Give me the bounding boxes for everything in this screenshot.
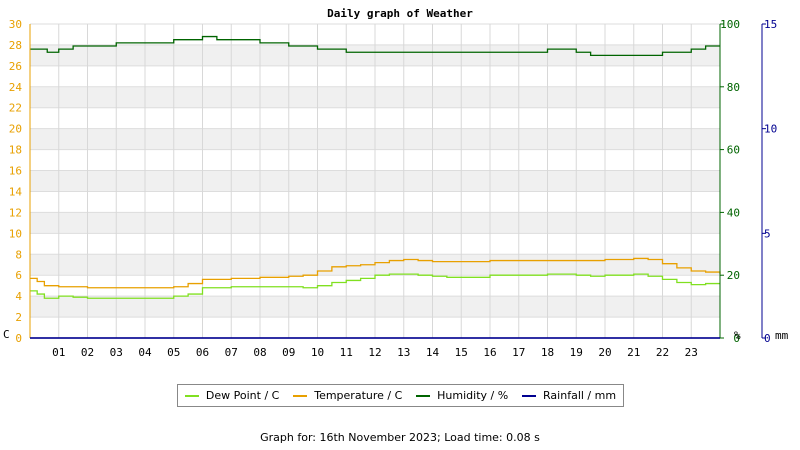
right-1-tick-label: 40 xyxy=(727,206,740,219)
x-tick-label: 12 xyxy=(368,346,381,359)
x-tick-label: 08 xyxy=(253,346,266,359)
x-tick-label: 10 xyxy=(311,346,324,359)
footer-text: Graph for: 16th November 2023; Load time… xyxy=(260,431,540,444)
axes xyxy=(29,24,763,339)
legend: Dew Point / C Temperature / C Humidity /… xyxy=(177,384,624,407)
right-1-tick-label: 80 xyxy=(727,81,740,94)
right-1-tick-label: 0 xyxy=(733,332,740,345)
legend-swatch-humidity xyxy=(416,394,431,397)
right-axis-1-label: % xyxy=(734,329,741,342)
right-1-tick-label: 20 xyxy=(727,269,740,282)
x-tick-label: 20 xyxy=(598,346,611,359)
left-axis-label: C xyxy=(3,328,10,341)
left-tick-label: 8 xyxy=(15,248,22,261)
legend-item-humidity: Humidity / % xyxy=(416,389,508,402)
series-line-dew-point xyxy=(30,273,720,299)
left-tick-label: 14 xyxy=(9,185,23,198)
x-tick-label: 01 xyxy=(52,346,65,359)
left-tick-label: 24 xyxy=(9,81,23,94)
right-2-tick-label: 10 xyxy=(764,123,777,136)
tick-labels: 0246810121416182022242628300204060801000… xyxy=(9,18,778,359)
x-tick-label: 15 xyxy=(455,346,468,359)
legend-item-dew-point: Dew Point / C xyxy=(184,389,280,402)
right-axis-2-label: mm xyxy=(775,329,789,342)
left-tick-label: 10 xyxy=(9,227,22,240)
x-tick-label: 18 xyxy=(541,346,554,359)
legend-label-rainfall: Rainfall / mm xyxy=(543,389,617,402)
left-tick-label: 6 xyxy=(15,269,22,282)
x-tick-label: 16 xyxy=(483,346,496,359)
right-2-tick-label: 5 xyxy=(764,227,771,240)
series-line-temperature xyxy=(30,257,721,289)
left-tick-label: 0 xyxy=(15,332,22,345)
legend-swatch-rainfall xyxy=(522,394,537,397)
left-tick-label: 26 xyxy=(9,60,22,73)
x-tick-label: 14 xyxy=(426,346,440,359)
x-tick-label: 23 xyxy=(685,346,698,359)
x-tick-label: 03 xyxy=(110,346,123,359)
x-tick-label: 19 xyxy=(570,346,583,359)
left-tick-label: 18 xyxy=(9,144,22,157)
left-tick-label: 22 xyxy=(9,102,22,115)
left-tick-label: 30 xyxy=(9,18,22,31)
x-tick-label: 04 xyxy=(138,346,152,359)
x-tick-label: 02 xyxy=(81,346,94,359)
right-2-tick-label: 15 xyxy=(764,18,777,31)
legend-label-temperature: Temperature / C xyxy=(314,389,403,402)
legend-item-rainfall: Rainfall / mm xyxy=(522,389,616,402)
x-tick-label: 17 xyxy=(512,346,525,359)
left-tick-label: 20 xyxy=(9,123,22,136)
legend-swatch-temperature xyxy=(293,394,308,397)
x-tick-label: 07 xyxy=(225,346,238,359)
chart-title: Daily graph of Weather xyxy=(327,7,473,20)
x-tick-label: 09 xyxy=(282,346,295,359)
left-tick-label: 12 xyxy=(9,206,22,219)
legend-label-humidity: Humidity / % xyxy=(437,389,509,402)
x-tick-label: 06 xyxy=(196,346,209,359)
x-tick-label: 22 xyxy=(656,346,669,359)
x-tick-label: 13 xyxy=(397,346,410,359)
right-1-tick-label: 60 xyxy=(727,144,740,157)
series-line-humidity xyxy=(30,35,720,57)
left-tick-label: 4 xyxy=(15,290,22,303)
right-1-tick-label: 100 xyxy=(720,18,740,31)
x-tick-label: 21 xyxy=(627,346,640,359)
left-tick-label: 16 xyxy=(9,165,22,178)
right-2-tick-label: 0 xyxy=(764,332,771,345)
x-tick-label: 11 xyxy=(340,346,353,359)
left-tick-label: 28 xyxy=(9,39,22,52)
x-tick-label: 05 xyxy=(167,346,180,359)
legend-item-temperature: Temperature / C xyxy=(293,389,402,402)
legend-label-dew-point: Dew Point / C xyxy=(205,389,280,402)
legend-swatch-dew-point xyxy=(184,394,199,397)
left-tick-label: 2 xyxy=(15,311,22,324)
